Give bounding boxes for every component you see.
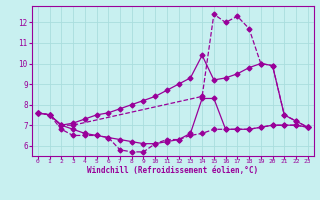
X-axis label: Windchill (Refroidissement éolien,°C): Windchill (Refroidissement éolien,°C) — [87, 166, 258, 175]
